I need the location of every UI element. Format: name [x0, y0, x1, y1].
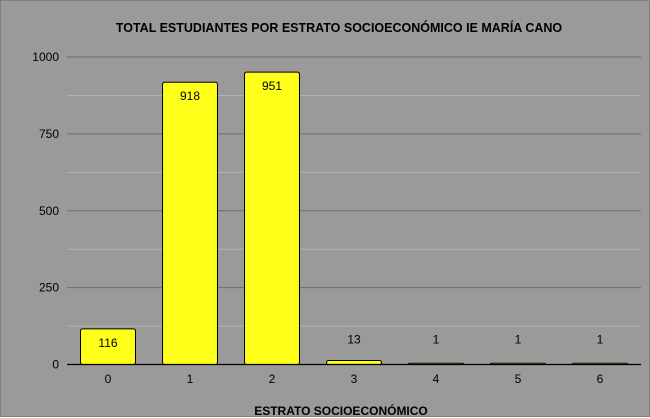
y-tick-label: 500 — [39, 204, 59, 218]
x-tick-label: 4 — [433, 372, 440, 386]
x-tick-labels: 0 1 2 3 4 5 6 — [105, 372, 604, 386]
data-label: 13 — [347, 333, 361, 347]
y-tick-label: 1000 — [32, 50, 59, 64]
bar-2 — [244, 71, 300, 365]
x-tick-label: 5 — [515, 372, 522, 386]
y-tick-label: 750 — [39, 127, 59, 141]
x-tick-label: 0 — [105, 372, 112, 386]
y-tick-label: 250 — [39, 281, 59, 295]
data-label: 116 — [98, 336, 117, 350]
chart-title: TOTAL ESTUDIANTES POR ESTRATO SOCIOECONÓ… — [116, 20, 563, 35]
x-tick-label: 3 — [351, 372, 358, 386]
x-axis-label: ESTRATO SOCIOECONÓMICO — [254, 403, 428, 418]
data-label: 918 — [180, 89, 200, 103]
gridlines — [67, 56, 641, 327]
x-tick-label: 2 — [269, 372, 276, 386]
y-tick-labels: 0 250 500 750 1000 — [32, 50, 59, 372]
bar-1 — [162, 81, 218, 365]
data-labels: 116 918 951 13 1 1 1 — [98, 79, 603, 350]
y-tick-label: 0 — [52, 358, 59, 372]
x-tick-label: 6 — [597, 372, 604, 386]
bars — [80, 71, 628, 366]
data-label: 1 — [515, 333, 522, 347]
data-label: 1 — [433, 333, 440, 347]
x-tick-label: 1 — [187, 372, 194, 386]
data-label: 951 — [262, 79, 282, 93]
data-label: 1 — [597, 333, 604, 347]
